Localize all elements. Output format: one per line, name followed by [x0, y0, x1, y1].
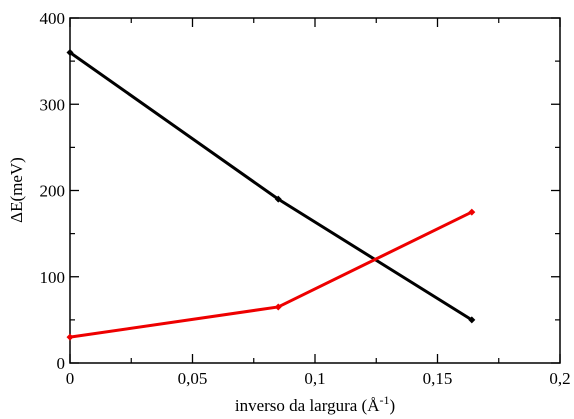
y-tick-label: 300	[40, 95, 66, 114]
plot-frame	[69, 17, 561, 364]
data-point	[468, 316, 476, 324]
x-axis-title-close: )	[389, 396, 395, 415]
y-axis-title: ΔE(meV)	[7, 157, 26, 223]
x-tick-label: 0,2	[549, 369, 570, 388]
data-point	[274, 303, 282, 311]
series-group	[66, 49, 476, 341]
data-point	[66, 333, 74, 341]
y-tick-label: 400	[40, 9, 66, 28]
y-tick-label: 0	[57, 354, 66, 373]
x-tick-label: 0	[66, 369, 75, 388]
y-tick-label: 100	[40, 268, 66, 287]
x-tick-label: 0,05	[178, 369, 208, 388]
x-tick-label: 0,1	[304, 369, 325, 388]
series-line-2	[69, 210, 473, 339]
x-axis-title-main: inverso da largura (Å	[235, 396, 380, 415]
y-tick-label: 200	[40, 182, 66, 201]
x-tick-label: 0,15	[423, 369, 453, 388]
x-axis-title-sup: -1	[379, 393, 389, 407]
x-axis-title: inverso da largura (Å-1)	[235, 393, 395, 415]
data-point	[274, 195, 282, 203]
series-line-1	[69, 51, 473, 322]
axis-ticks: 0 0,05 0,1 0,15 0,2 0 100 200 300 400	[40, 9, 571, 388]
data-point	[468, 208, 476, 216]
data-point	[66, 49, 74, 56]
